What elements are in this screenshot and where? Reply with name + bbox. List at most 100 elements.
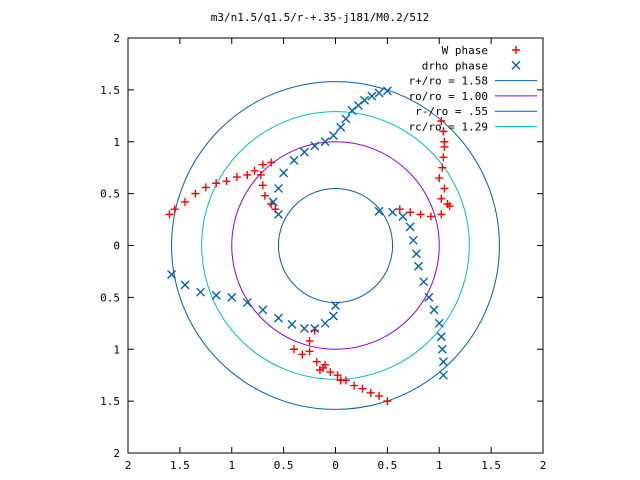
point-0-19 xyxy=(191,189,200,198)
point-1-8 xyxy=(328,131,338,141)
series-0 xyxy=(165,117,454,406)
point-1-42 xyxy=(310,324,320,333)
x-tick-label-3: 0.5 xyxy=(274,459,294,472)
point-0-8 xyxy=(437,194,446,203)
point-0-15 xyxy=(445,202,454,211)
point-1-34 xyxy=(196,287,206,297)
point-1-4 xyxy=(353,100,363,110)
point-0-4 xyxy=(439,153,448,162)
point-0-24 xyxy=(243,170,252,179)
point-0-42 xyxy=(358,384,367,393)
point-0-14 xyxy=(395,205,404,214)
point-1-13 xyxy=(279,168,289,178)
point-1-20 xyxy=(405,222,415,232)
point-0-0 xyxy=(437,117,446,125)
point-1-40 xyxy=(287,319,297,329)
point-1-1 xyxy=(374,88,384,98)
point-0-38 xyxy=(326,368,335,377)
legend-label-circle-1: ro/ro = 1.00 xyxy=(409,90,488,103)
point-1-21 xyxy=(408,235,418,245)
point-1-17 xyxy=(374,206,384,216)
point-0-44 xyxy=(375,391,384,400)
point-1-45 xyxy=(331,301,340,311)
point-1-43 xyxy=(320,318,330,328)
legend-label-circle-2: r-/ro = .55 xyxy=(415,105,488,118)
legend: W phase drho phase r+/ro = 1.58 ro/ro = 1.0… xyxy=(409,44,537,134)
point-0-45 xyxy=(383,397,392,406)
x-tick-label-0: 2 xyxy=(125,459,132,472)
point-1-32 xyxy=(167,270,177,280)
point-0-28 xyxy=(256,170,265,179)
x-tick-label-5: 0.5 xyxy=(377,459,397,472)
point-0-47 xyxy=(305,336,314,345)
y-tick-label-2: 1 xyxy=(113,343,120,356)
point-1-30 xyxy=(438,357,448,367)
point-1-33 xyxy=(180,280,190,290)
y-tick-label-8: 2 xyxy=(113,32,120,45)
point-1-36 xyxy=(227,292,237,302)
chart-title: m3/n1.5/q1.5/r-+.35-j181/M0.2/512 xyxy=(211,11,430,24)
y-tick-label-0: 2 xyxy=(113,447,120,460)
point-1-19 xyxy=(398,211,408,221)
point-1-22 xyxy=(411,249,421,259)
y-tick-label-6: 1 xyxy=(113,136,120,149)
point-1-12 xyxy=(289,155,299,165)
point-0-29 xyxy=(258,181,267,190)
point-0-17 xyxy=(170,205,179,214)
reference-circles xyxy=(171,81,500,410)
point-0-36 xyxy=(312,357,321,366)
point-0-12 xyxy=(416,210,425,219)
y-tick-label-3: 0.5 xyxy=(100,291,120,304)
legend-label-series-0: W phase xyxy=(442,44,488,57)
point-1-16 xyxy=(273,209,283,219)
point-0-6 xyxy=(435,174,444,183)
point-0-11 xyxy=(426,212,435,221)
y-tick-label-5: 0.5 xyxy=(100,188,120,201)
legend-marker-series-0 xyxy=(512,46,520,54)
point-0-34 xyxy=(298,350,307,359)
point-1-44 xyxy=(328,311,338,321)
point-0-35 xyxy=(305,347,314,356)
point-0-20 xyxy=(201,183,210,192)
point-0-9 xyxy=(443,200,452,208)
point-1-35 xyxy=(211,290,221,300)
point-1-28 xyxy=(436,332,446,342)
point-0-41 xyxy=(350,381,359,390)
point-0-10 xyxy=(437,210,446,219)
point-1-14 xyxy=(273,183,283,193)
point-0-16 xyxy=(165,210,174,219)
point-1-6 xyxy=(341,114,351,124)
point-0-7 xyxy=(440,184,449,193)
point-0-5 xyxy=(438,163,447,172)
x-tick-label-8: 2 xyxy=(540,459,547,472)
point-0-22 xyxy=(222,177,231,186)
series-1 xyxy=(167,86,448,380)
point-1-25 xyxy=(424,292,434,302)
y-tick-label-7: 1.5 xyxy=(100,84,120,97)
point-1-24 xyxy=(419,277,429,287)
point-0-26 xyxy=(258,160,267,169)
legend-marker-series-1 xyxy=(511,60,521,70)
point-0-39 xyxy=(333,371,342,380)
y-tick-label-1: 1.5 xyxy=(100,395,120,408)
point-1-41 xyxy=(299,324,309,333)
point-0-43 xyxy=(366,388,375,397)
point-0-1 xyxy=(439,127,448,136)
point-1-3 xyxy=(360,95,370,105)
point-1-11 xyxy=(299,147,309,157)
point-1-38 xyxy=(258,305,268,315)
point-0-50 xyxy=(315,366,324,374)
x-tick-label-1: 1.5 xyxy=(170,459,190,472)
y-tick-label-4: 0 xyxy=(113,240,120,253)
legend-label-series-1: drho phase xyxy=(422,59,488,72)
point-0-13 xyxy=(406,208,415,217)
point-1-37 xyxy=(242,298,252,308)
point-0-25 xyxy=(250,166,259,175)
circle-3 xyxy=(201,111,470,380)
point-1-0 xyxy=(382,86,392,96)
data-series xyxy=(165,86,454,406)
x-tick-label-6: 1 xyxy=(436,459,443,472)
point-1-15 xyxy=(268,197,278,207)
circle-1 xyxy=(231,141,440,350)
point-0-33 xyxy=(290,345,298,354)
